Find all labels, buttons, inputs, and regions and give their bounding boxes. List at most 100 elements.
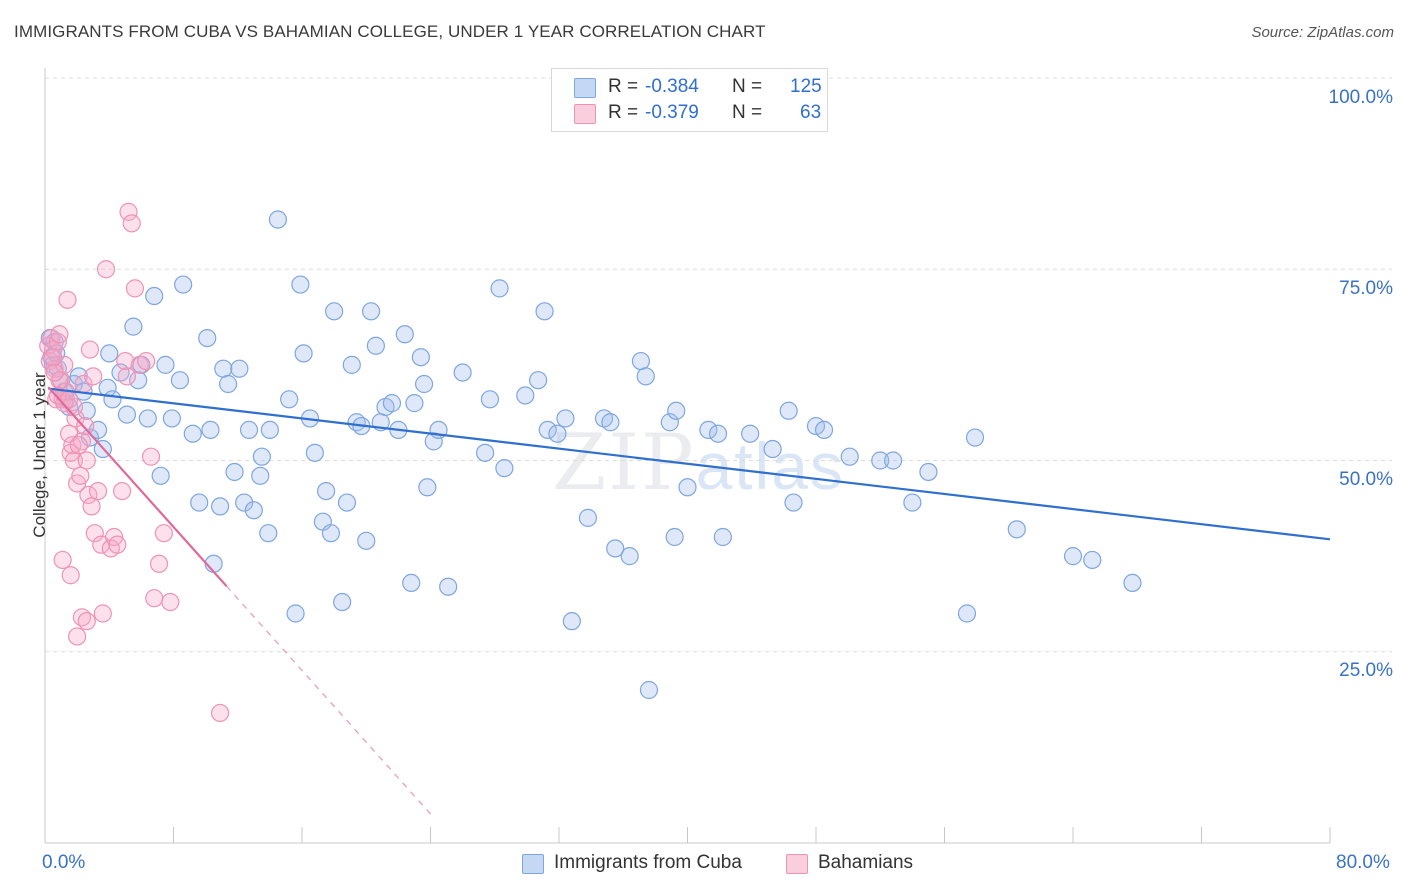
point-bahamians [76, 416, 95, 436]
point-cuba [1083, 550, 1102, 570]
point-cuba [678, 478, 697, 497]
point-cuba [620, 547, 639, 566]
point-bahamians [80, 340, 100, 359]
point-cuba [601, 413, 620, 432]
point-bahamians [122, 214, 141, 233]
legend-swatch-bahamians [574, 104, 596, 124]
point-cuba [151, 466, 170, 485]
point-bahamians [69, 436, 88, 455]
point-cuba [219, 374, 238, 394]
y-tick-25: 25.0% [1339, 660, 1393, 681]
point-bahamians [88, 482, 108, 501]
point-cuba [840, 447, 859, 466]
point-cuba [562, 612, 581, 631]
point-bahamians [125, 279, 145, 298]
point-cuba [230, 359, 249, 378]
y-tick-75: 75.0% [1339, 278, 1393, 299]
point-cuba [763, 439, 782, 459]
point-cuba [260, 420, 279, 439]
point-bahamians [45, 363, 64, 382]
trend-line-bahamians-extension [226, 585, 431, 815]
point-cuba [631, 351, 651, 371]
point-cuba [411, 348, 430, 367]
bottom-legend-swatch-cuba [522, 854, 544, 874]
point-cuba [480, 390, 500, 409]
point-cuba [529, 371, 548, 390]
point-cuba [124, 317, 143, 336]
point-cuba [170, 371, 190, 390]
point-bahamians [71, 466, 90, 485]
bottom-legend-swatch-bahamians [786, 854, 808, 874]
point-cuba [414, 374, 434, 394]
point-cuba [495, 459, 514, 478]
point-bahamians [93, 604, 112, 623]
point-bahamians [82, 497, 101, 516]
point-cuba [418, 478, 437, 497]
point-cuba [516, 386, 535, 405]
bottom-legend-label-cuba: Immigrants from Cuba [554, 852, 742, 873]
point-bahamians [85, 524, 104, 543]
point-bahamians [63, 436, 82, 455]
point-cuba [333, 592, 352, 612]
legend-n-value-cuba: 125 [790, 76, 822, 97]
point-cuba [1007, 520, 1026, 539]
point-cuba [145, 286, 164, 306]
trend-line-cuba [48, 387, 1331, 541]
point-cuba [162, 409, 181, 428]
point-cuba [665, 527, 684, 547]
point-cuba [660, 413, 679, 432]
point-cuba [201, 420, 220, 439]
point-cuba [395, 325, 414, 344]
point-cuba [325, 302, 344, 321]
point-cuba [225, 462, 244, 482]
watermark: ZIPatlas [552, 418, 845, 508]
y-tick-50: 50.0% [1339, 469, 1393, 490]
point-cuba [439, 577, 458, 596]
legend-n-label: N = [732, 76, 763, 97]
point-cuba [1063, 547, 1083, 566]
point-cuba [357, 531, 376, 550]
point-cuba [190, 493, 209, 512]
point-cuba [183, 424, 202, 443]
point-cuba [402, 573, 421, 593]
point-cuba [244, 501, 263, 520]
watermark-zip: ZIP [552, 418, 696, 508]
point-cuba [251, 466, 270, 485]
point-cuba [268, 210, 288, 229]
point-bahamians [43, 348, 63, 367]
point-cuba [239, 420, 259, 439]
point-cuba [535, 302, 554, 321]
point-cuba [156, 355, 175, 374]
point-cuba [903, 493, 922, 512]
point-cuba [713, 527, 732, 547]
point-cuba [1123, 573, 1142, 593]
point-cuba [784, 493, 803, 512]
legend-n-value-bahamians: 63 [800, 102, 822, 123]
y-axis-label: College, Under 1 year [30, 372, 49, 538]
legend-r-label: R = [608, 102, 639, 123]
point-cuba [883, 451, 903, 470]
point-cuba [548, 424, 567, 443]
point-bahamians [117, 367, 137, 386]
point-cuba [606, 539, 625, 558]
point-cuba [708, 424, 728, 443]
point-cuba [361, 302, 381, 321]
point-cuba [957, 604, 977, 623]
point-bahamians [50, 325, 69, 344]
point-bahamians [210, 703, 230, 723]
point-bahamians [119, 202, 138, 221]
x-tick-80: 80.0% [1336, 852, 1390, 873]
chart-title: IMMIGRANTS FROM CUBA VS BAHAMIAN COLLEGE… [14, 22, 766, 41]
correlation-legend: R = -0.384 N = 125 R = -0.379 N = 63 [551, 68, 828, 132]
point-bahamians [53, 550, 72, 570]
point-bahamians [154, 524, 173, 543]
point-cuba [405, 394, 424, 413]
point-cuba [337, 493, 357, 512]
point-cuba [382, 394, 402, 413]
point-cuba [316, 482, 336, 501]
point-cuba [294, 344, 313, 363]
point-bahamians [79, 485, 98, 505]
legend-r-value-bahamians: -0.379 [645, 102, 699, 123]
point-cuba [814, 420, 834, 439]
point-cuba [342, 355, 361, 374]
